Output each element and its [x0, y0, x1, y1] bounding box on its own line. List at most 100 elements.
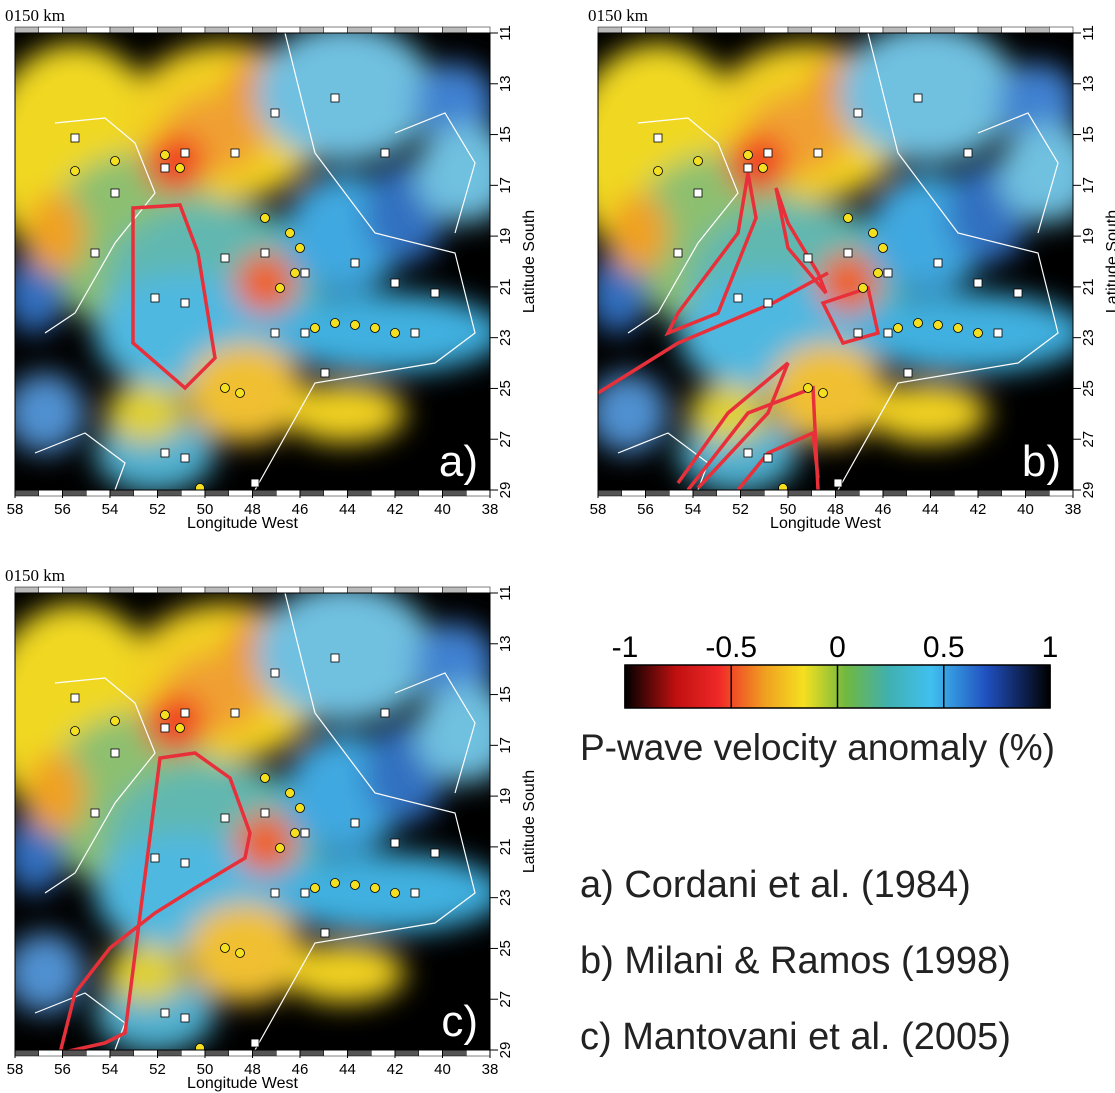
panel-label: b) [1022, 437, 1061, 486]
frame-segment [621, 26, 646, 34]
station-square [260, 808, 270, 818]
x-tick-label: 58 [7, 501, 24, 518]
x-tick-label: 48 [244, 501, 261, 518]
frame-segment [62, 586, 87, 594]
station-circle [843, 213, 853, 223]
station-square [883, 328, 893, 338]
station-square [90, 248, 100, 258]
anomaly-blob [15, 933, 85, 1013]
y-tick-label: 29 [1080, 482, 1097, 499]
station-square [380, 148, 390, 158]
anomaly-blob [838, 33, 1018, 163]
station-circle [195, 1043, 205, 1050]
frame-segment [347, 586, 372, 594]
province-outline [736, 430, 820, 490]
y-tick-label: 11 [497, 25, 514, 41]
anomaly-blob [728, 133, 788, 193]
frame-segment [716, 489, 741, 497]
station-square [903, 368, 913, 378]
y-tick-label: 23 [497, 889, 514, 906]
anomaly-field [15, 593, 490, 1050]
frame-segment [38, 26, 63, 34]
frame-segment [442, 1049, 467, 1057]
station-square [70, 133, 80, 143]
station-square [743, 163, 753, 173]
province-outline [664, 172, 758, 337]
station-square [110, 748, 120, 758]
x-tick-label: 44 [339, 501, 356, 518]
frame-segment [299, 26, 324, 34]
station-square [673, 248, 683, 258]
station-circle [290, 268, 300, 278]
anomaly-blob [145, 693, 205, 753]
x-tick-label: 56 [54, 1061, 71, 1078]
y-tick-label: 21 [497, 279, 514, 296]
frame-segment [228, 1049, 253, 1057]
station-square [260, 248, 270, 258]
frame-segment [669, 26, 694, 34]
station-square [160, 163, 170, 173]
station-square [160, 448, 170, 458]
frame-segment [418, 26, 443, 34]
x-tick-label: 40 [434, 1061, 451, 1078]
x-tick-label: 42 [387, 501, 404, 518]
colorbar-tick-label: 1 [1042, 631, 1059, 664]
map-area [15, 33, 490, 490]
legend-entry: c) Mantovani et al. (2005) [580, 1016, 1011, 1058]
x-tick-label: 58 [7, 1061, 24, 1078]
station-circle [235, 948, 245, 958]
anomaly-blob [285, 943, 405, 1003]
frame-segment [109, 489, 134, 497]
x-tick-label: 58 [590, 501, 607, 518]
frame-segment [371, 586, 396, 594]
frame-segment [442, 489, 467, 497]
y-axis-label: Latitude South [521, 210, 538, 313]
y-tick-label: 15 [1080, 126, 1097, 143]
station-circle [235, 388, 245, 398]
x-tick-label: 38 [482, 501, 499, 518]
frame-segment [252, 586, 277, 594]
station-square [803, 253, 813, 263]
y-tick-label: 25 [497, 380, 514, 397]
y-tick-label: 15 [497, 126, 514, 143]
boundary-line [627, 117, 739, 334]
anomaly-blob [608, 193, 668, 273]
boundary-line [254, 33, 476, 490]
map-area [598, 33, 1073, 490]
station-square [160, 1008, 170, 1018]
map-panel: 58 56 54 52 50 48 46 44 42 40 38 11 13 15 17 19 21 23 25 27… [5, 6, 538, 532]
station-square [270, 668, 280, 678]
frame-segment [323, 489, 348, 497]
y-tick-label: 13 [1080, 75, 1097, 92]
frame-segment [157, 586, 182, 594]
frame-segment [228, 586, 253, 594]
y-tick-label: 11 [1080, 25, 1097, 41]
station-circle [275, 283, 285, 293]
x-tick-label: 52 [149, 501, 166, 518]
legend-entry: a) Cordani et al. (1984) [580, 864, 971, 906]
anomaly-blob [998, 123, 1073, 223]
frame-segment [204, 1049, 229, 1057]
boundary-line [837, 33, 1059, 490]
frame-segment [1049, 489, 1074, 497]
colorbar-tick-label: -0.5 [705, 631, 757, 664]
x-tick-label: 46 [292, 501, 309, 518]
station-square [270, 108, 280, 118]
station-circle [818, 388, 828, 398]
station-circle [933, 320, 943, 330]
frame-segment [930, 26, 955, 34]
province-outline [131, 203, 217, 391]
station-square [350, 818, 360, 828]
frame-segment [882, 489, 907, 497]
station-square [853, 328, 863, 338]
station-square [653, 133, 663, 143]
anomaly-blob [15, 373, 85, 453]
frame-segment [323, 1049, 348, 1057]
frame-segment [157, 1049, 182, 1057]
frame-segment [299, 1049, 324, 1057]
y-tick-label: 27 [497, 991, 514, 1008]
y-tick-label: 29 [497, 482, 514, 499]
frame-segment [86, 586, 111, 594]
station-square [743, 448, 753, 458]
station-square [833, 478, 843, 488]
